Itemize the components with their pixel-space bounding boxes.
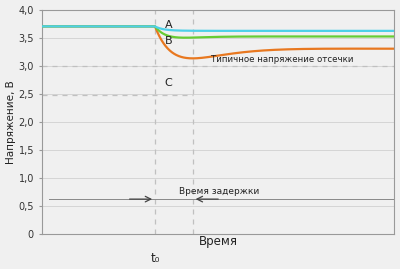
- Y-axis label: Напряжение, В: Напряжение, В: [6, 80, 16, 164]
- Text: C: C: [165, 78, 172, 89]
- Text: Время задержки: Время задержки: [179, 187, 260, 196]
- Text: B: B: [165, 36, 172, 46]
- X-axis label: Время: Время: [199, 235, 238, 248]
- Text: Типичное напряжение отсечки: Типичное напряжение отсечки: [211, 55, 354, 64]
- Text: t₀: t₀: [150, 252, 160, 265]
- Text: A: A: [165, 19, 172, 30]
